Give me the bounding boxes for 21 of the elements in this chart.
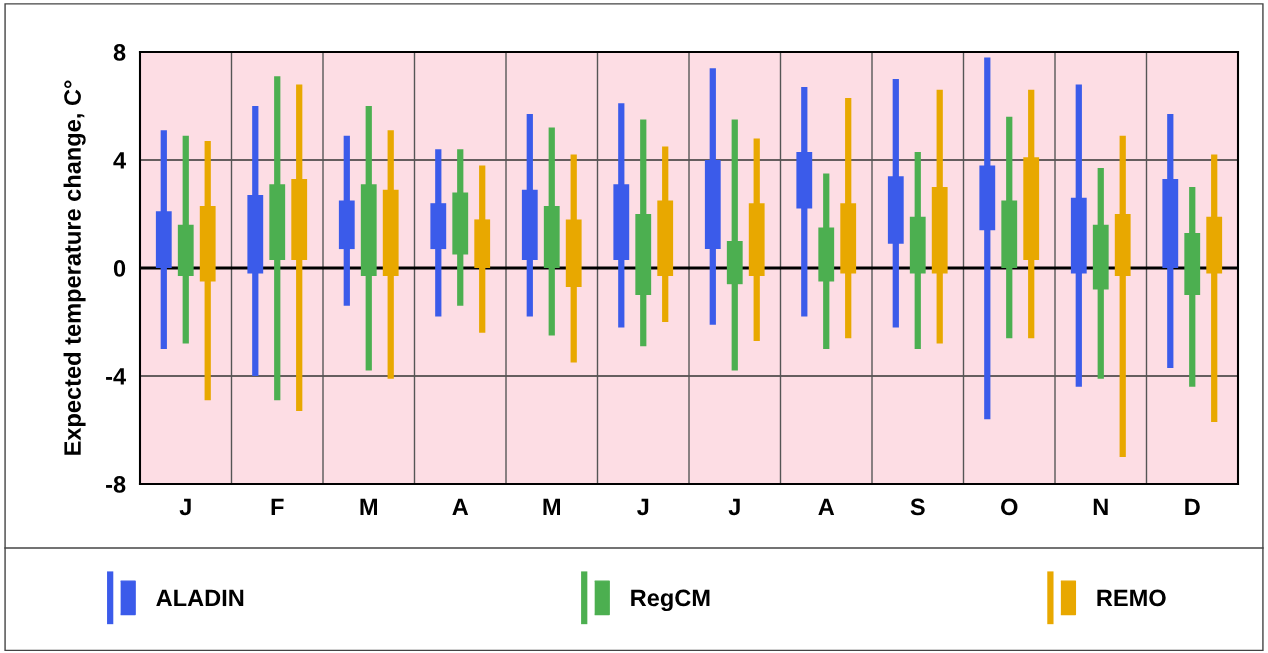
x-tick-label: M [543, 498, 560, 515]
y-tick-label: 4 [113, 152, 126, 169]
y-axis-title: Expected temperature change, C° [63, 80, 86, 455]
x-tick-label: D [1185, 498, 1200, 515]
x-tick-label: S [910, 498, 925, 516]
legend-label: RegCM [631, 589, 710, 612]
x-tick-label: J [637, 498, 649, 516]
x-tick-label: J [179, 498, 191, 516]
x-tick-label: F [271, 498, 284, 515]
y-tick-label: 0 [113, 260, 126, 277]
x-tick-label: J [728, 498, 740, 516]
y-tick-label: -8 [106, 476, 126, 493]
x-tick-label: N [1093, 498, 1108, 515]
x-tick-label: A [452, 498, 469, 515]
x-tick-label: O [1001, 498, 1018, 516]
x-tick-label: M [360, 498, 377, 515]
legend-label: ALADIN [156, 589, 244, 607]
legend-label: REMO [1097, 589, 1166, 607]
y-tick-label: 8 [113, 44, 126, 61]
x-tick-label: A [818, 498, 835, 515]
y-tick-label: -4 [106, 368, 126, 385]
